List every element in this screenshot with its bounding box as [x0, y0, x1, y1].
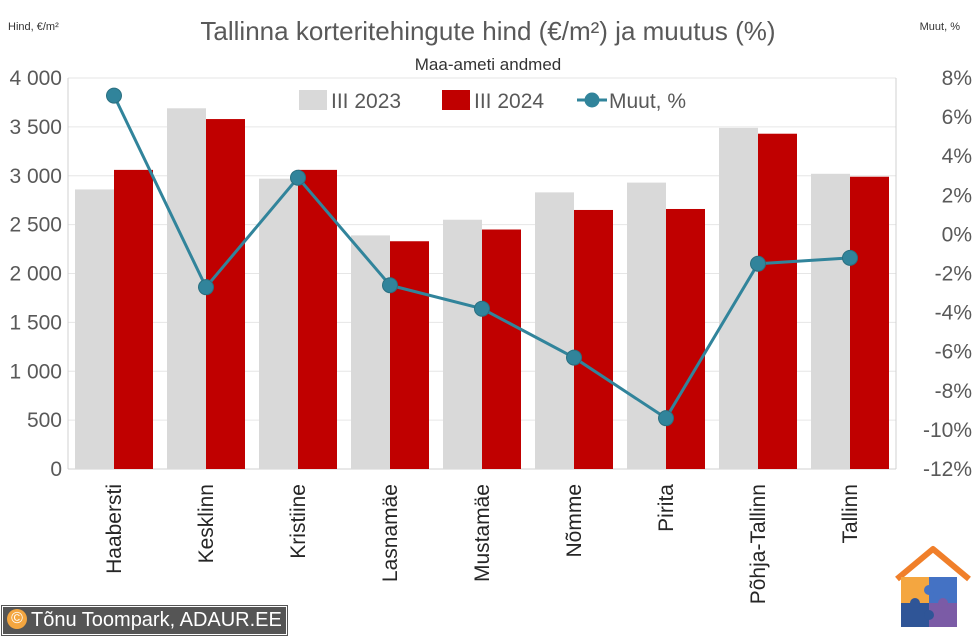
y-tick-label: 1 500	[9, 311, 62, 334]
y-tick-label: 0	[50, 458, 62, 481]
y-tick-label: 1 000	[9, 360, 62, 383]
bar	[482, 229, 521, 469]
change-point	[842, 249, 858, 266]
y2-tick-label: 0%	[942, 223, 972, 246]
bar	[206, 119, 245, 470]
bar	[850, 176, 889, 470]
chart-title: Tallinna korteritehingute hind (€/m²) ja…	[200, 16, 775, 46]
x-axis-ticks: Haabersti Kesklinn Kristiine Lasnamäe Mustam…	[103, 484, 862, 605]
bar	[627, 182, 666, 469]
x-tick-label: Põhja-Tallinn	[747, 484, 770, 604]
y-tick-label: 3 000	[9, 165, 62, 188]
y-tick-label: 2 500	[9, 214, 62, 237]
change-point	[106, 87, 122, 104]
x-tick-label: Kristiine	[287, 484, 310, 559]
y-tick-label: 3 500	[9, 116, 62, 139]
y-tick-label: 2 000	[9, 263, 62, 286]
x-tick-label: Pirita	[655, 484, 678, 532]
change-point	[474, 300, 490, 317]
bar	[666, 208, 705, 470]
x-tick-label: Kesklinn	[195, 484, 218, 563]
change-point	[198, 279, 214, 296]
change-point	[658, 410, 674, 427]
x-tick-label: Mustamäe	[471, 484, 494, 582]
legend-label-2024: III 2024	[474, 90, 544, 113]
bar	[535, 192, 574, 469]
y2-axis-label: Muut, %	[920, 21, 961, 33]
change-point	[750, 255, 766, 272]
bar	[811, 173, 850, 470]
bar	[574, 209, 613, 469]
x-tick-label: Haabersti	[103, 484, 126, 574]
bars	[75, 108, 889, 470]
legend: III 2023 III 2024 Muut, %	[299, 90, 686, 113]
bar	[114, 169, 153, 469]
credit-text: Tõnu Toompark, ADAUR.EE	[31, 609, 282, 631]
change-point	[566, 349, 582, 366]
y2-tick-label: 8%	[942, 67, 972, 90]
y2-tick-label: -4%	[935, 302, 972, 325]
bar	[259, 178, 298, 469]
y2-axis-ticks: -12% -10% -8% -6% -4% -2% 0% 2% 4% 6% 8%	[923, 67, 972, 481]
x-tick-label: Tallinn	[839, 484, 862, 544]
y2-tick-label: -12%	[923, 458, 972, 481]
y2-tick-label: -6%	[935, 341, 972, 364]
copyright-icon: ©	[7, 609, 27, 630]
x-tick-label: Lasnamäe	[379, 484, 402, 582]
y2-tick-label: -10%	[923, 419, 972, 442]
bar	[443, 219, 482, 469]
bar	[75, 189, 114, 469]
legend-label-change: Muut, %	[609, 90, 686, 113]
chart-subtitle: Maa-ameti andmed	[415, 55, 561, 74]
y2-tick-label: -8%	[935, 380, 972, 403]
y2-tick-label: 6%	[942, 106, 972, 129]
legend-marker	[584, 92, 600, 108]
bar	[390, 241, 429, 469]
legend-swatch-2024	[442, 90, 470, 110]
bar	[758, 133, 797, 469]
bar	[351, 235, 390, 469]
y-tick-label: 500	[27, 409, 62, 432]
y2-tick-label: 4%	[942, 145, 972, 168]
y2-tick-label: 2%	[942, 184, 972, 207]
house-puzzle-logo	[895, 546, 971, 627]
credit-label: © Tõnu Toompark, ADAUR.EE	[1, 605, 288, 636]
legend-swatch-2023	[299, 90, 327, 110]
legend-label-2023: III 2023	[331, 90, 401, 113]
bar	[298, 169, 337, 469]
y2-tick-label: -2%	[935, 263, 972, 286]
y-axis-ticks: 0 500 1 000 1 500 2 000 2 500 3 000 3 500 4 000	[9, 67, 62, 481]
change-point	[382, 277, 398, 294]
y-tick-label: 4 000	[9, 67, 62, 90]
y-axis-label: Hind, €/m²	[8, 21, 59, 33]
change-line	[106, 87, 858, 427]
change-point	[290, 169, 306, 186]
x-tick-label: Nõmme	[563, 484, 586, 558]
